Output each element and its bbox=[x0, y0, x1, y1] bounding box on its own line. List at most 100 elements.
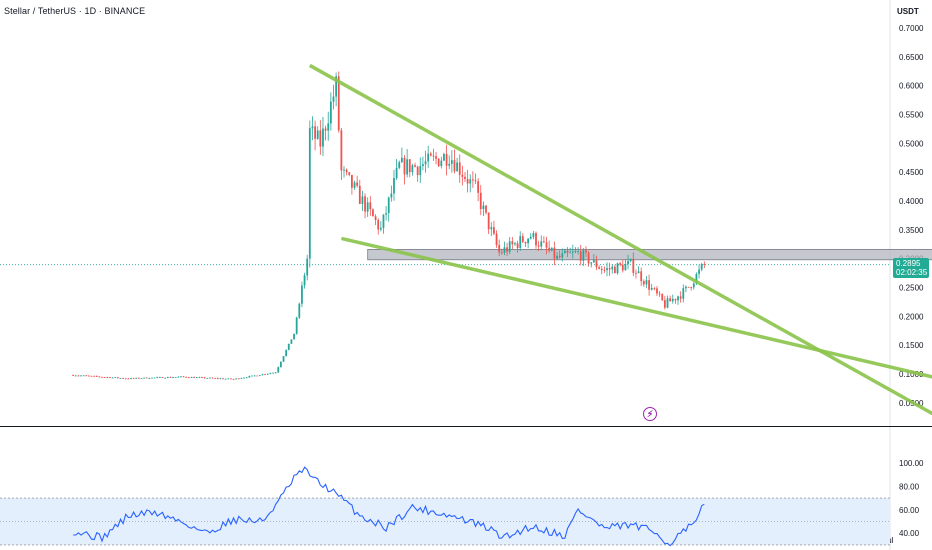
candle bbox=[514, 243, 516, 245]
candle bbox=[235, 378, 238, 380]
candle bbox=[245, 377, 248, 379]
rsi-tick-label: 80.00 bbox=[899, 482, 920, 491]
candle bbox=[477, 181, 480, 193]
candle bbox=[640, 271, 643, 282]
candle bbox=[648, 280, 650, 290]
candle bbox=[372, 209, 374, 217]
candle bbox=[90, 375, 93, 377]
candle bbox=[195, 377, 198, 379]
candle bbox=[674, 298, 677, 301]
candle bbox=[348, 172, 351, 175]
candle bbox=[553, 247, 556, 259]
candle bbox=[506, 247, 508, 252]
currency-label[interactable]: USDT bbox=[897, 7, 919, 16]
candle bbox=[361, 196, 364, 204]
price-tick-label: 0.2000 bbox=[899, 312, 924, 321]
candle bbox=[498, 244, 501, 253]
candle bbox=[237, 378, 240, 380]
candle bbox=[335, 76, 338, 97]
candle bbox=[471, 179, 474, 181]
candle bbox=[369, 202, 372, 210]
candle bbox=[177, 376, 180, 378]
candle bbox=[88, 375, 90, 377]
candle bbox=[653, 288, 656, 289]
candle bbox=[579, 251, 582, 261]
candle bbox=[614, 266, 616, 274]
candle bbox=[427, 153, 430, 162]
candle bbox=[456, 162, 458, 172]
candle bbox=[287, 343, 290, 350]
candle bbox=[311, 126, 314, 129]
candle bbox=[282, 356, 285, 362]
candle bbox=[537, 245, 540, 247]
price-tick-label: 0.4500 bbox=[899, 168, 924, 177]
candle bbox=[432, 155, 435, 157]
candle bbox=[201, 377, 203, 379]
candle bbox=[224, 378, 227, 380]
symbol-title[interactable]: Stellar / TetherUS · 1D · BINANCE bbox=[4, 6, 146, 16]
candle bbox=[482, 205, 485, 210]
candle bbox=[137, 377, 140, 379]
candle bbox=[469, 179, 472, 184]
candle bbox=[248, 376, 251, 378]
candle bbox=[703, 264, 706, 265]
candle bbox=[111, 377, 114, 379]
candle bbox=[503, 247, 506, 253]
price-tick-label: 0.3500 bbox=[899, 226, 924, 235]
candle bbox=[316, 130, 319, 139]
candle bbox=[77, 375, 80, 377]
candle bbox=[393, 177, 395, 194]
candle bbox=[661, 293, 664, 301]
candle bbox=[85, 375, 88, 377]
candle bbox=[377, 220, 380, 230]
lightning-icon[interactable]: ⚡︎ bbox=[643, 407, 657, 421]
candle bbox=[624, 264, 627, 271]
candle bbox=[356, 182, 359, 186]
price-tick-label: 0.5500 bbox=[899, 110, 924, 119]
candle bbox=[529, 236, 532, 239]
candle bbox=[227, 378, 230, 380]
candle bbox=[611, 266, 614, 270]
candle bbox=[148, 378, 151, 380]
candle bbox=[669, 298, 672, 302]
candle bbox=[324, 128, 327, 131]
last-price-value: 0.2895 bbox=[896, 259, 921, 268]
candle bbox=[493, 227, 495, 234]
candle bbox=[303, 275, 306, 286]
candles bbox=[72, 71, 706, 380]
candle bbox=[632, 258, 635, 273]
candle bbox=[279, 361, 282, 368]
candle bbox=[193, 377, 195, 378]
candle bbox=[95, 375, 98, 377]
candle bbox=[408, 159, 411, 173]
candle bbox=[548, 247, 551, 251]
rsi-tick-label: 60.00 bbox=[899, 506, 920, 515]
candle bbox=[269, 373, 272, 374]
candle bbox=[490, 227, 493, 230]
candle bbox=[527, 238, 530, 244]
candle bbox=[169, 377, 172, 378]
candle bbox=[532, 233, 535, 237]
candle bbox=[535, 233, 537, 246]
candle bbox=[569, 252, 572, 254]
candle bbox=[182, 376, 185, 378]
candle bbox=[682, 288, 685, 299]
candle bbox=[161, 377, 164, 378]
candle bbox=[258, 375, 261, 377]
candle bbox=[595, 259, 598, 268]
candle bbox=[495, 233, 498, 245]
candle bbox=[479, 192, 482, 210]
candle bbox=[406, 159, 409, 175]
candle bbox=[358, 185, 361, 204]
candle bbox=[295, 317, 298, 334]
candle bbox=[485, 205, 487, 213]
candle bbox=[698, 269, 700, 274]
candle bbox=[132, 378, 135, 379]
candle bbox=[343, 169, 345, 171]
candle bbox=[440, 160, 443, 167]
candle bbox=[116, 377, 119, 379]
candle bbox=[564, 250, 566, 254]
candle bbox=[122, 378, 124, 379]
